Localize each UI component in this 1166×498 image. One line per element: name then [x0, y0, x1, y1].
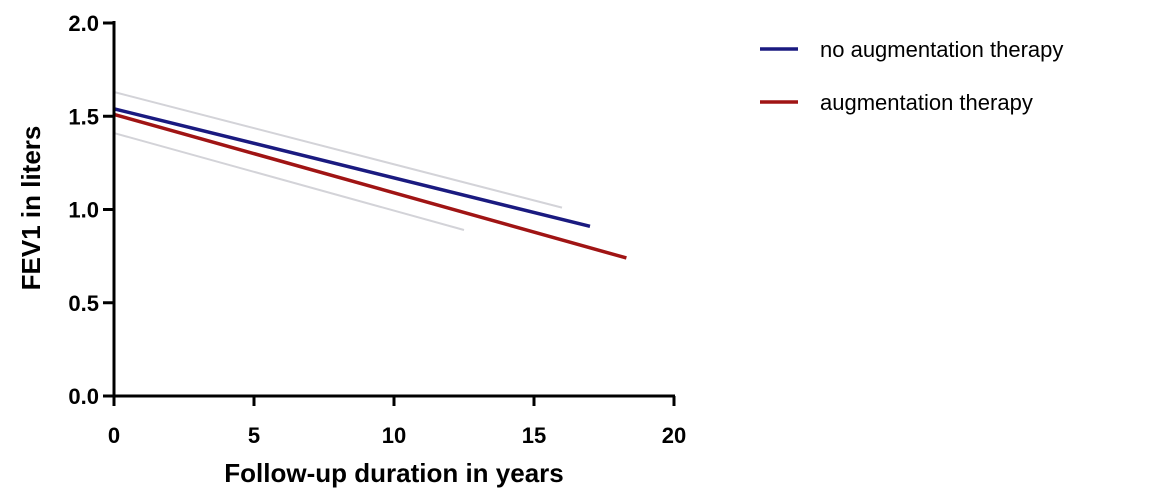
ticks: 0 5 10 15 20 0.0 0.5 1.0 1.5 2.0: [68, 11, 686, 448]
legend: no augmentation therapy augmentation ther…: [760, 37, 1063, 115]
y-tick-label: 1.0: [68, 198, 99, 223]
confidence-band-upper: [113, 91, 563, 209]
x-tick-label: 5: [248, 423, 260, 448]
series-line-1: [113, 112, 627, 260]
series-line-0: [113, 107, 591, 228]
y-tick-label: 0.5: [68, 291, 99, 316]
y-tick-label: 0.0: [68, 384, 99, 409]
x-tick-label: 15: [522, 423, 546, 448]
axes: [112, 21, 675, 398]
legend-label-1: augmentation therapy: [820, 90, 1033, 115]
y-tick-label: 2.0: [68, 11, 99, 36]
x-tick-label: 0: [108, 423, 120, 448]
confidence-band-layer: [113, 91, 563, 231]
confidence-band-lower: [113, 132, 465, 231]
legend-label-0: no augmentation therapy: [820, 37, 1063, 62]
x-tick-label: 20: [662, 423, 686, 448]
x-tick-label: 10: [382, 423, 406, 448]
series-layer: [113, 107, 627, 260]
y-tick-label: 1.5: [68, 104, 99, 129]
y-axis-title: FEV1 in liters: [16, 126, 46, 291]
x-axis-title: Follow-up duration in years: [224, 458, 563, 488]
